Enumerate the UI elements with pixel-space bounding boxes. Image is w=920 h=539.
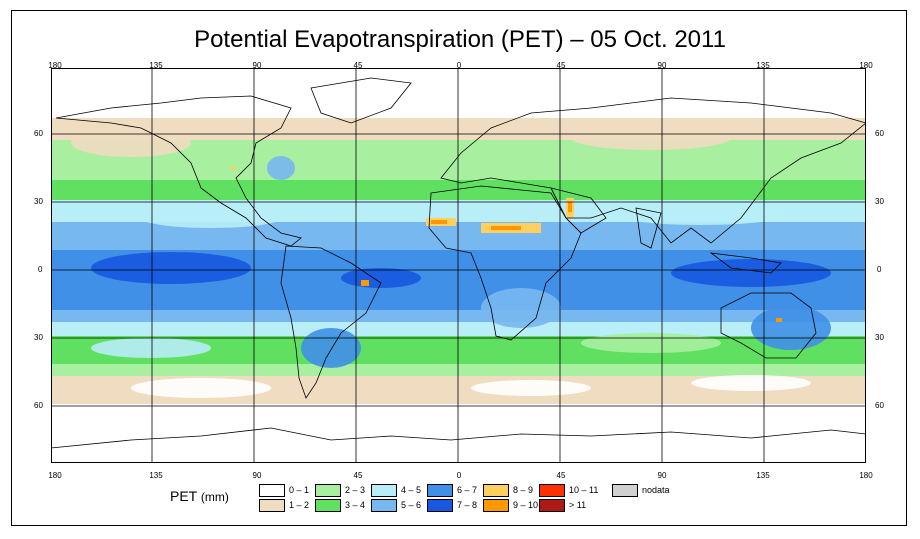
legend-swatch: [483, 484, 509, 497]
legend-swatch: [259, 499, 285, 512]
legend-class-label: 7 – 8: [457, 500, 478, 510]
lon-tick-bottom: 90: [252, 471, 262, 480]
lon-tick-top: 180: [48, 61, 62, 70]
lat-tick-right: 0: [877, 265, 882, 274]
band-5-6-south: [51, 310, 866, 322]
legend-swatch: [539, 484, 565, 497]
lat-tick-right: 30: [875, 197, 884, 206]
lon-tick-top: 90: [252, 61, 262, 70]
lat-tick-left: 30: [34, 333, 43, 342]
pet-map: [51, 68, 866, 463]
pet-hotspots: [231, 166, 782, 322]
legend-swatch: [315, 499, 341, 512]
map-title: Potential Evapotranspiration (PET) – 05 …: [194, 26, 726, 53]
lon-tick-top: 180: [859, 61, 873, 70]
lon-tick-bottom: 180: [859, 471, 873, 480]
legend-class-label: 8 – 9: [513, 485, 534, 495]
lon-tick-bottom: 90: [657, 471, 667, 480]
band-3-4-north: [51, 180, 866, 200]
band-4-5-south: [51, 322, 866, 336]
figure-frame: [11, 10, 907, 526]
legend-class-label: 2 – 3: [345, 485, 366, 495]
lon-tick-bottom: 45: [556, 471, 566, 480]
lat-tick-right: 30: [875, 333, 884, 342]
legend-label-text: PET: [170, 488, 197, 504]
lat-tick-right: 60: [875, 401, 884, 410]
map-border: [51, 68, 866, 463]
lon-tick-top: 135: [149, 61, 163, 70]
legend-unit: (mm): [200, 490, 229, 504]
legend-class-label: 3 – 4: [345, 500, 366, 510]
lon-tick-bottom: 45: [353, 471, 363, 480]
lon-tick-bottom: 180: [48, 471, 62, 480]
legend-class-label: > 11: [569, 500, 587, 510]
legend-class-label: 5 – 6: [401, 500, 422, 510]
band-2-3-south: [51, 364, 866, 376]
legend-class-label: 0 – 1: [289, 485, 310, 495]
legend-swatch: [483, 499, 509, 512]
lon-tick-top: 45: [353, 61, 363, 70]
graticule: [51, 68, 866, 463]
legend-swatch: [371, 484, 397, 497]
lon-tick-bottom: 0: [456, 471, 462, 480]
legend-class-label: 6 – 7: [457, 485, 478, 495]
legend-swatch: [371, 499, 397, 512]
lat-tick-left: 30: [34, 197, 43, 206]
pet-patches: [71, 126, 831, 398]
legend-swatch: [612, 484, 638, 497]
lon-tick-top: 90: [657, 61, 667, 70]
legend-swatch: [259, 484, 285, 497]
lat-tick-left: 60: [34, 401, 43, 410]
legend-swatch: [315, 484, 341, 497]
lon-tick-top: 135: [756, 61, 770, 70]
legend-class-label: nodata: [642, 485, 670, 495]
lon-tick-bottom: 135: [756, 471, 770, 480]
lon-tick-bottom: 135: [149, 471, 163, 480]
legend-class-label: 10 – 11: [569, 485, 599, 495]
lat-tick-right: 60: [875, 129, 884, 138]
legend-class-label: 4 – 5: [401, 485, 422, 495]
lon-tick-top: 0: [456, 61, 462, 70]
lat-tick-left: 60: [34, 129, 43, 138]
legend-class-label: 9 – 10: [513, 500, 539, 510]
legend-title: PET (mm): [170, 488, 229, 504]
legend-class-label: 1 – 2: [289, 500, 310, 510]
legend-swatch: [427, 484, 453, 497]
lat-tick-left: 0: [38, 265, 43, 274]
legend-swatch: [539, 499, 565, 512]
coastlines: [51, 77, 866, 449]
legend-swatch: [427, 499, 453, 512]
lon-tick-top: 45: [556, 61, 566, 70]
